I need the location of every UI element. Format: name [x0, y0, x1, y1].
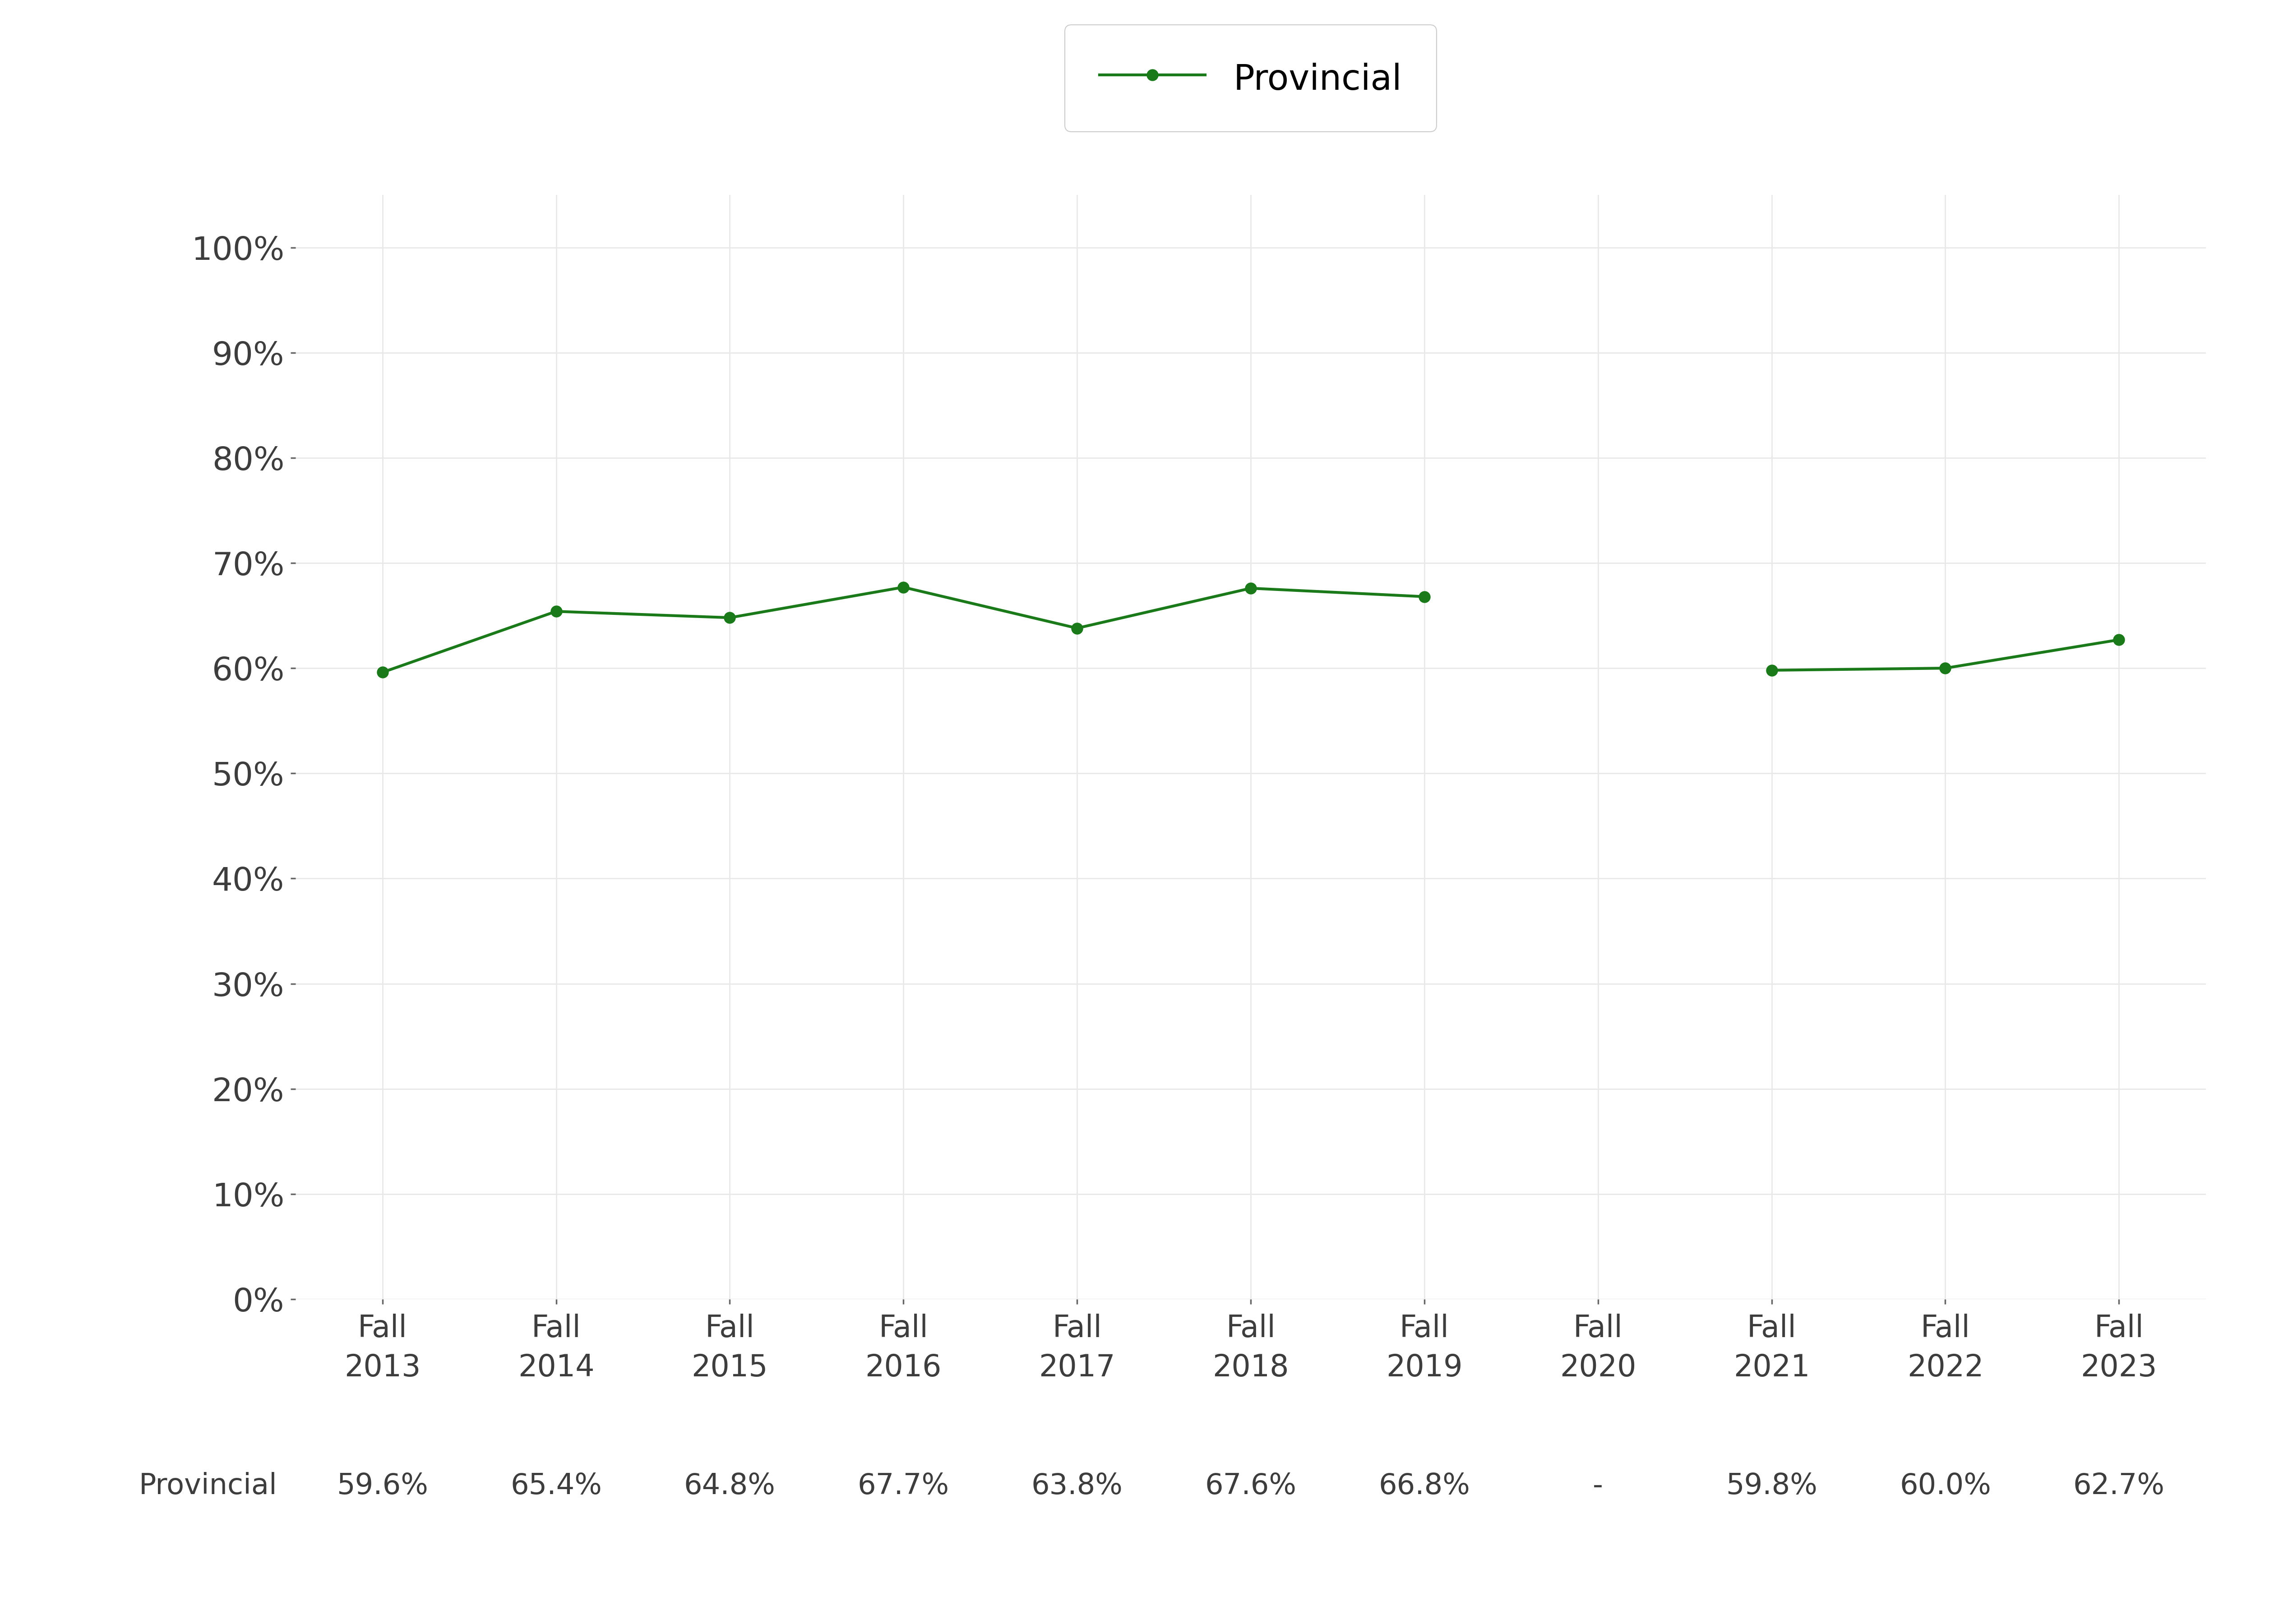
Provincial: [1064, 619, 1092, 638]
Provincial: [543, 601, 571, 620]
Text: 65.4%: 65.4%: [509, 1471, 603, 1501]
Text: Provincial: Provincial: [139, 1471, 277, 1501]
Line: Provincial: Provincial: [377, 581, 1430, 677]
Provincial: [1410, 586, 1437, 606]
Text: 59.6%: 59.6%: [337, 1471, 428, 1501]
Text: 66.8%: 66.8%: [1378, 1471, 1469, 1501]
Text: 64.8%: 64.8%: [684, 1471, 775, 1501]
Legend: Provincial: Provincial: [1064, 24, 1437, 132]
Provincial: [1237, 578, 1264, 598]
Text: 60.0%: 60.0%: [1899, 1471, 1992, 1501]
Text: -: -: [1592, 1471, 1603, 1501]
Text: 67.7%: 67.7%: [857, 1471, 948, 1501]
Text: 67.6%: 67.6%: [1205, 1471, 1296, 1501]
Text: 62.7%: 62.7%: [2074, 1471, 2165, 1501]
Text: 59.8%: 59.8%: [1726, 1471, 1817, 1501]
Provincial: [716, 607, 744, 627]
Provincial: [368, 663, 396, 682]
Text: 63.8%: 63.8%: [1032, 1471, 1123, 1501]
Provincial: [889, 578, 916, 598]
